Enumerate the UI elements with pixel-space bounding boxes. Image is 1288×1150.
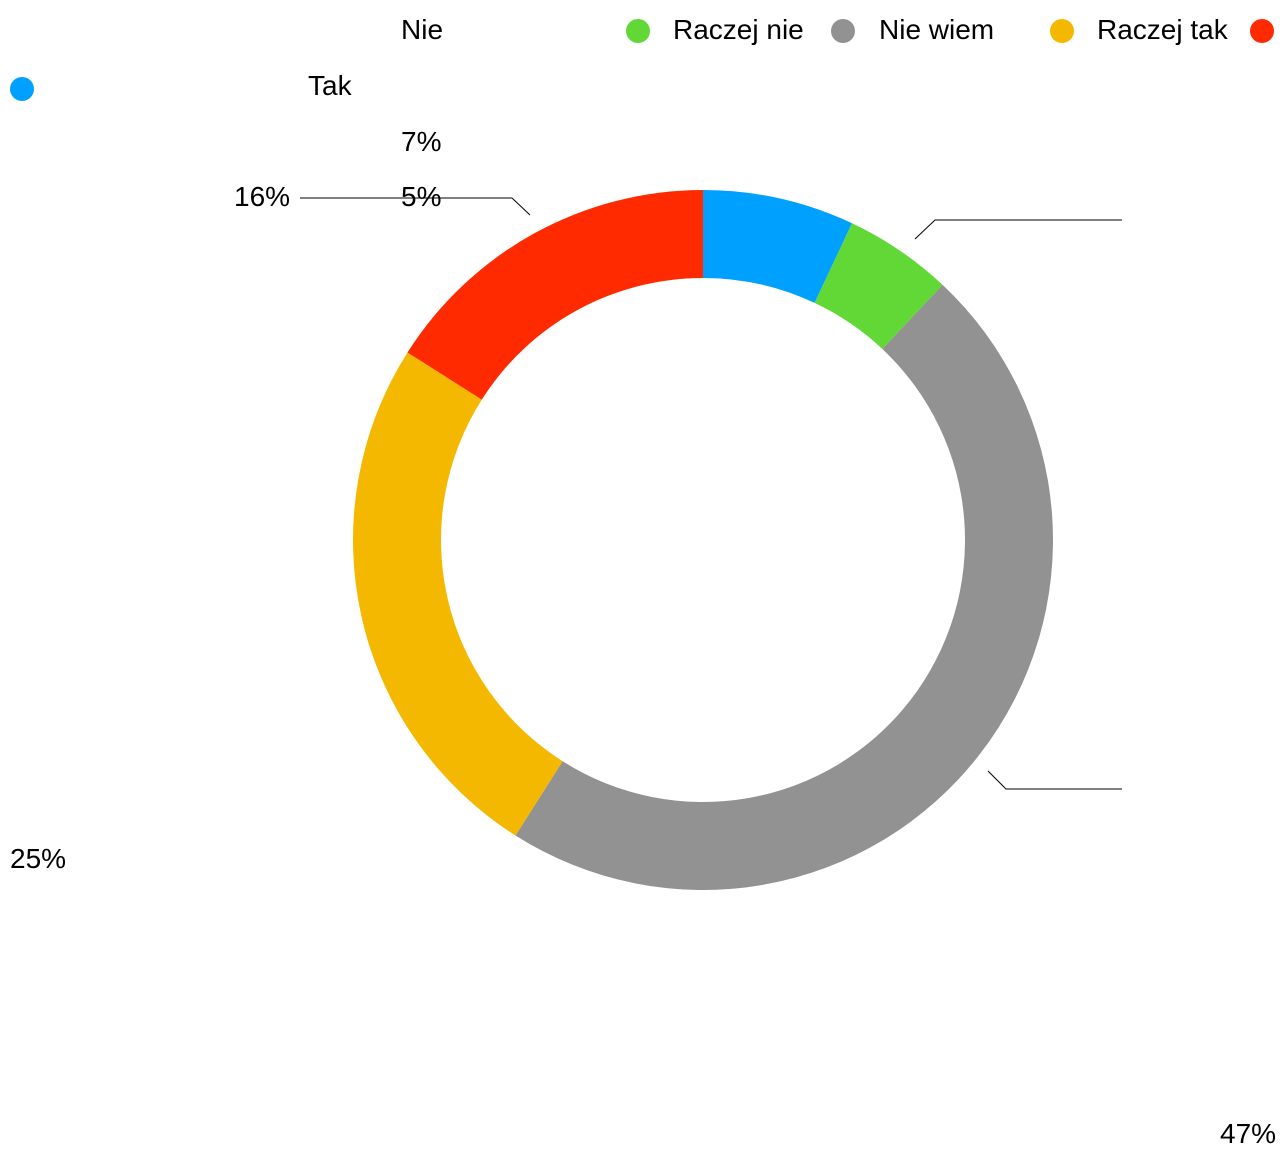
leader-line-nie xyxy=(914,219,1122,240)
legend-swatch-tak xyxy=(10,77,34,101)
legend-swatch-nie xyxy=(626,19,650,43)
data-label-raczej-tak: 25% xyxy=(10,843,67,874)
data-label-raczej-nie: 16% xyxy=(234,181,291,212)
donut-slices xyxy=(353,190,1053,890)
donut-slice-raczej-tak xyxy=(353,352,563,836)
legend-label-tak: Tak xyxy=(308,70,352,101)
legend-swatch-raczej-tak xyxy=(1250,19,1274,43)
legend-label-nie: Nie xyxy=(401,14,444,45)
data-label-nie-wiem: 47% xyxy=(1220,1118,1277,1149)
donut-slice-tak xyxy=(703,190,853,303)
legend-swatch-raczej-nie xyxy=(831,19,855,43)
data-label-nie: 5% xyxy=(401,181,442,212)
legend-label-raczej-nie: Raczej nie xyxy=(673,14,804,45)
legend-label-raczej-tak: Raczej tak xyxy=(1097,14,1228,45)
legend-swatch-nie-wiem xyxy=(1050,19,1074,43)
leader-line-nie-wiem xyxy=(987,770,1122,790)
donut-slice-nie xyxy=(814,223,943,350)
donut-slice-nie-wiem xyxy=(515,284,1053,890)
legend-label-nie-wiem: Nie wiem xyxy=(879,14,995,45)
data-label-tak: 7% xyxy=(401,126,442,157)
leader-line-tak xyxy=(300,197,531,216)
donut-slice-raczej-nie xyxy=(407,190,703,400)
leader-lines xyxy=(300,197,1122,790)
